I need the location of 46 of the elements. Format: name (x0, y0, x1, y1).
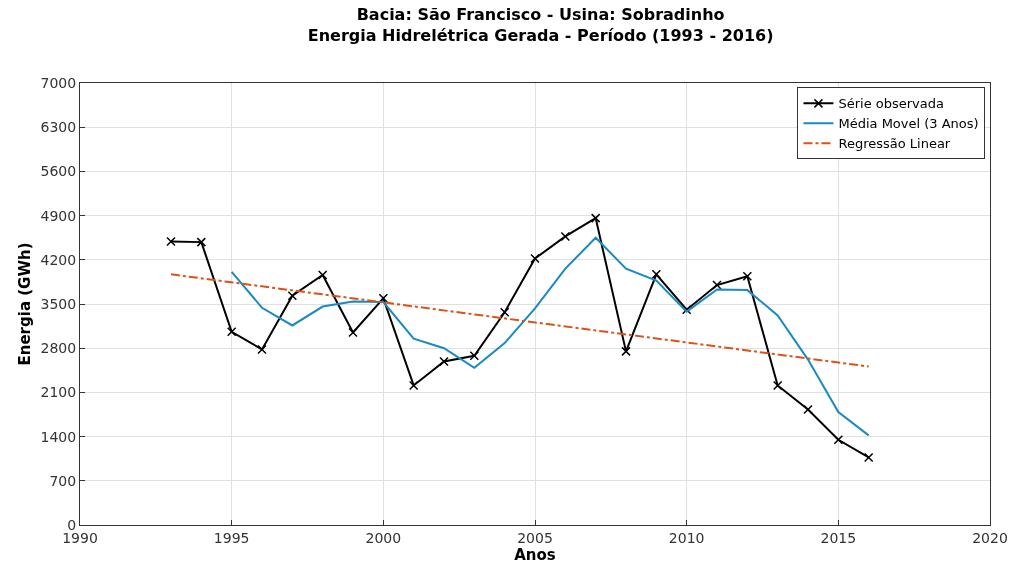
point (226, 327, 237, 337)
y-tick-label: 2100 (40, 384, 77, 401)
point (469, 351, 480, 361)
point (408, 380, 419, 391)
y-tick-label: 4900 (40, 207, 77, 224)
y-tick-label: 1400 (40, 428, 77, 445)
line-series (230, 236, 870, 437)
point (863, 452, 874, 463)
point (621, 346, 631, 357)
y-axis-title: Energia (GWh) (15, 242, 34, 366)
point (681, 304, 692, 315)
point (439, 356, 449, 367)
point (166, 236, 176, 247)
y-tick-label: 7000 (40, 74, 77, 91)
x-tick-label: 2010 (668, 529, 705, 546)
point (560, 231, 571, 242)
x-tick-label: 2000 (365, 529, 402, 546)
point (712, 280, 722, 290)
x-tick-label: 1995 (213, 529, 250, 546)
point (196, 237, 207, 247)
legend-label: Série observada (838, 96, 944, 112)
point (803, 404, 813, 415)
y-tick-label: 3500 (40, 295, 77, 312)
point (348, 327, 358, 338)
x-tick-label: 2005 (517, 529, 553, 546)
x-tick-label: 2020 (972, 529, 1008, 546)
y-tick-label: 700 (49, 472, 77, 489)
y-tick-label: 4200 (40, 251, 77, 268)
point (651, 269, 662, 280)
point (257, 344, 267, 355)
point (530, 253, 540, 264)
x-tick-label: 2015 (820, 529, 857, 546)
point (287, 291, 298, 301)
y-tick-label: 2800 (40, 340, 77, 357)
legend-label: Média Movel (3 Anos) (838, 116, 979, 132)
point (772, 380, 783, 391)
point (590, 213, 601, 223)
x-axis-title: Anos (514, 545, 556, 564)
y-tick-label: 5600 (40, 163, 77, 180)
point (499, 307, 510, 317)
point (317, 270, 328, 280)
y-tick-label: 6300 (40, 119, 77, 136)
point (742, 271, 753, 281)
legend-label: Regressão Linear (838, 136, 951, 152)
point (833, 435, 844, 445)
chart-title: Bacia: São Francisco - Usina: Sobradinho Energia Hidrelétrica Gerada - Período (1993 - 2016) (307, 4, 774, 45)
